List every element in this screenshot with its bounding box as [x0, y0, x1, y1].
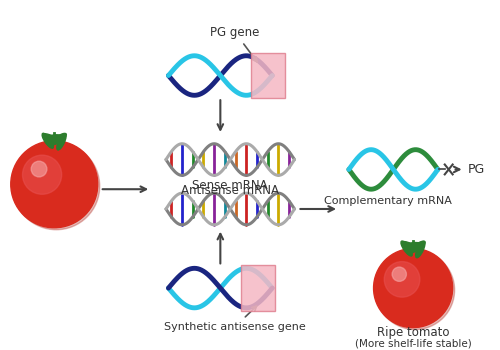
Circle shape [376, 251, 454, 330]
Text: Synthetic antisense gene: Synthetic antisense gene [164, 306, 306, 331]
Circle shape [384, 261, 420, 297]
Ellipse shape [401, 241, 412, 256]
Ellipse shape [46, 135, 64, 141]
Circle shape [12, 143, 100, 230]
Ellipse shape [42, 133, 54, 148]
Circle shape [22, 155, 62, 194]
Text: Ripe tomato: Ripe tomato [377, 326, 450, 338]
Text: Antisense mRNA: Antisense mRNA [181, 184, 279, 197]
Circle shape [374, 248, 452, 328]
Ellipse shape [52, 133, 66, 145]
Circle shape [392, 267, 406, 281]
Text: Complementary mRNA: Complementary mRNA [324, 196, 452, 206]
Ellipse shape [405, 243, 422, 248]
Ellipse shape [57, 134, 66, 150]
FancyBboxPatch shape [251, 53, 284, 98]
Ellipse shape [416, 241, 425, 258]
Circle shape [11, 141, 98, 228]
Circle shape [31, 161, 47, 177]
Ellipse shape [410, 241, 425, 252]
Text: Sense mRNA: Sense mRNA [192, 179, 268, 192]
Text: (More shelf-life stable): (More shelf-life stable) [354, 338, 472, 348]
Ellipse shape [43, 134, 59, 143]
FancyBboxPatch shape [241, 265, 274, 311]
Text: PG: PG [468, 163, 484, 176]
Ellipse shape [402, 241, 418, 251]
Text: PG gene: PG gene [210, 26, 260, 62]
